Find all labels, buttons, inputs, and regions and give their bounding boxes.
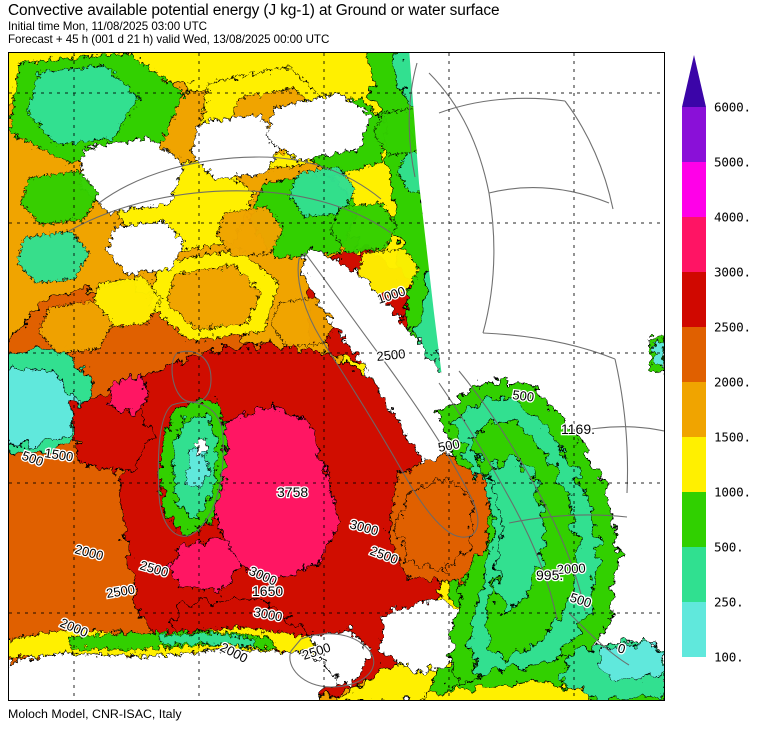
colorbar-band xyxy=(682,492,706,548)
contour-label: 500 xyxy=(437,436,461,455)
colorbar-band xyxy=(682,327,706,383)
triangle-up-icon xyxy=(682,55,706,107)
contour-label: 3000 xyxy=(252,604,283,624)
colorbar-tick-label: 250. xyxy=(714,594,744,610)
colorbar-tick-labels: 6000. 5000. 4000. 3000. 2500. 2000. 1500. 1000.… xyxy=(714,55,760,675)
map-panel[interactable]: 1500 2000 2000 2000 2500 2500 2500 2500 2500 3000… xyxy=(8,52,665,701)
attribution-text: Moloch Model, CNR-ISAC, Italy xyxy=(8,707,182,721)
colorbar-band xyxy=(682,217,706,273)
colorbar-band xyxy=(682,162,706,218)
cape-contour-field: 1500200020002000250025002500250025003000… xyxy=(9,53,664,700)
colorbar-band xyxy=(682,272,706,328)
extremum-label: 1650 xyxy=(252,583,283,599)
colorbar-tick-label: 1000. xyxy=(714,484,751,500)
initial-time-line: Initial time Mon, 11/08/2025 03:00 UTC xyxy=(8,20,207,33)
colorbar-band xyxy=(682,547,706,603)
colorbar-gradient xyxy=(682,55,706,657)
colorbar-tick-label: 6000. xyxy=(714,99,751,115)
contour-label: 500 xyxy=(512,387,535,405)
extrema-label-layer: 3758 1650 995. 1169. xyxy=(251,420,597,601)
colorbar-band xyxy=(682,602,706,657)
colorbar-tick-label: 2000. xyxy=(714,374,751,390)
colorbar-tick-label: 100. xyxy=(714,649,744,665)
contour-label: 1500 xyxy=(44,445,75,464)
extremum-label: 995. xyxy=(536,567,563,583)
colorbar xyxy=(682,55,706,657)
colorbar-tick-label: 4000. xyxy=(714,209,751,225)
page-title: Convective available potential energy (J… xyxy=(8,2,500,19)
contour-label: 2500 xyxy=(376,346,406,364)
colorbar-band xyxy=(682,382,706,438)
forecast-valid-line: Forecast + 45 h (001 d 21 h) valid Wed, … xyxy=(8,33,330,46)
colorbar-tick-label: 500. xyxy=(714,539,744,555)
colorbar-tick-label: 3000. xyxy=(714,264,751,280)
figure-header: Convective available potential energy (J… xyxy=(8,2,708,46)
colorbar-band xyxy=(682,437,706,493)
colorbar-tick-label: 1500. xyxy=(714,429,751,445)
extremum-label: 1169. xyxy=(561,421,595,437)
extremum-label: 3758 xyxy=(277,484,308,500)
colorbar-tick-label: 5000. xyxy=(714,154,751,170)
contour-label: 2500 xyxy=(105,582,136,601)
contour-label: 2000 xyxy=(556,561,586,577)
colorbar-band xyxy=(682,107,706,163)
colorbar-tick-label: 2500. xyxy=(714,319,751,335)
